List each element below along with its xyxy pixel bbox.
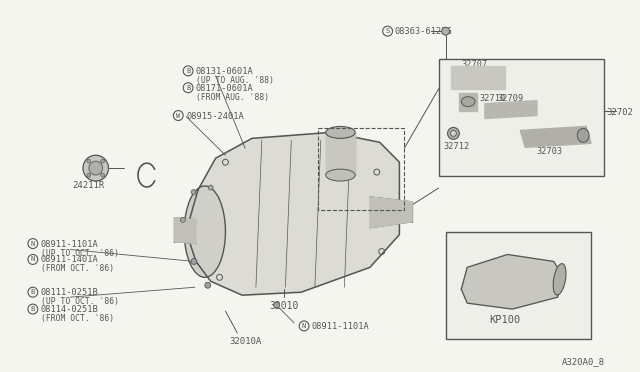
Text: 32010A: 32010A [229,337,261,346]
Text: (FROM OCT. '86): (FROM OCT. '86) [41,314,114,323]
Circle shape [274,302,280,308]
Polygon shape [186,132,399,295]
Circle shape [447,128,460,140]
Text: 08911-1101A: 08911-1101A [41,240,99,248]
Circle shape [100,159,105,163]
Text: 08131-0601A: 08131-0601A [196,67,253,76]
Polygon shape [485,101,537,119]
Bar [318,128,404,210]
Text: N: N [31,256,35,263]
Circle shape [89,161,102,175]
Ellipse shape [326,126,355,138]
Text: 08171-0601A: 08171-0601A [196,84,253,93]
Text: 08911-1401A: 08911-1401A [41,256,99,264]
Text: 08911-1101A: 08911-1101A [312,322,370,331]
Text: N: N [302,323,306,329]
Ellipse shape [461,97,475,107]
Text: A320A0_8: A320A0_8 [561,357,605,366]
Text: (FROM AUG. '88): (FROM AUG. '88) [196,93,269,102]
Text: N: N [31,241,35,247]
Text: 08363-6122G: 08363-6122G [394,27,452,36]
Text: 24211R: 24211R [72,181,104,190]
Polygon shape [326,132,355,175]
Circle shape [87,159,91,163]
Text: 32712: 32712 [444,142,470,151]
Circle shape [83,155,109,181]
Text: (FROM OCT. '86): (FROM OCT. '86) [41,264,114,273]
Text: 08111-0251B: 08111-0251B [41,288,99,297]
Text: 32010: 32010 [269,301,299,311]
Polygon shape [460,93,477,110]
Circle shape [100,173,105,177]
Circle shape [205,282,211,288]
Circle shape [442,27,449,35]
Bar [445,232,591,339]
Text: 32709: 32709 [498,94,524,103]
Polygon shape [370,197,412,228]
Text: 08915-2401A: 08915-2401A [186,112,244,121]
Circle shape [87,173,91,177]
Text: 32702: 32702 [607,108,634,116]
Circle shape [451,131,456,137]
Text: B: B [186,85,190,91]
Bar [438,59,604,176]
Circle shape [180,217,186,222]
Polygon shape [520,126,591,147]
Text: B: B [31,289,35,295]
Polygon shape [451,66,504,89]
Text: (UP TO OCT. '86): (UP TO OCT. '86) [41,248,118,257]
Polygon shape [461,254,563,309]
Text: 32707: 32707 [461,60,488,69]
Text: B: B [31,306,35,312]
Circle shape [208,185,213,190]
Text: S: S [385,28,390,34]
Ellipse shape [184,186,225,277]
Text: (UP TO OCT. '86): (UP TO OCT. '86) [41,297,118,306]
Polygon shape [174,218,196,244]
Text: 32710: 32710 [479,94,505,103]
Ellipse shape [553,264,566,295]
Text: KP100: KP100 [489,315,520,325]
Text: 08114-0251B: 08114-0251B [41,305,99,314]
Ellipse shape [326,169,355,181]
Text: B: B [186,68,190,74]
Text: (UP TO AUG. '88): (UP TO AUG. '88) [196,76,274,85]
Circle shape [191,259,197,264]
Circle shape [191,190,196,195]
Ellipse shape [577,128,589,142]
Text: W: W [176,113,180,119]
Text: 32703: 32703 [537,147,563,156]
